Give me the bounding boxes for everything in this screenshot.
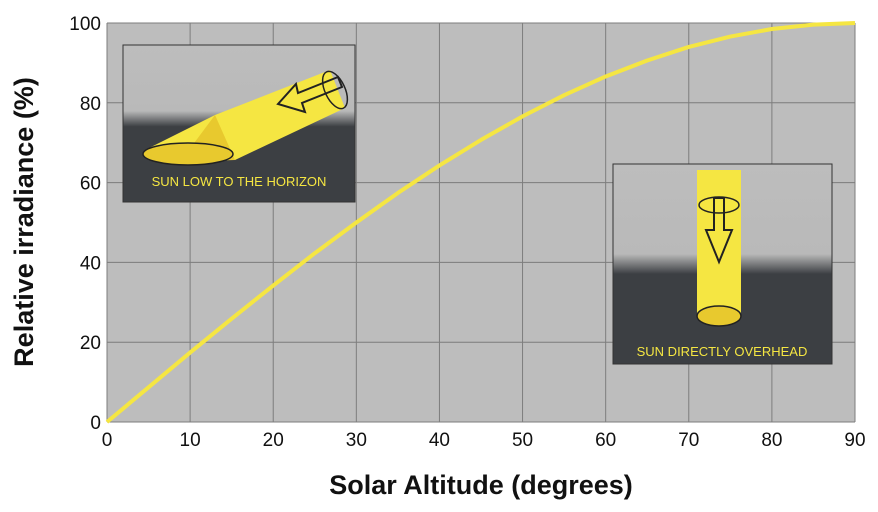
x-tick-label: 0	[102, 430, 113, 451]
x-tick-label: 50	[512, 430, 533, 451]
y-axis-label: Relative irradiance (%)	[9, 77, 39, 367]
x-tick-label: 80	[761, 430, 782, 451]
x-tick-label: 70	[678, 430, 699, 451]
annotation: SUN LOW TO THE HORIZON	[152, 174, 327, 189]
annotation: SUN DIRECTLY OVERHEAD	[637, 344, 808, 359]
chart: SUN LOW TO THE HORIZON SUN DIRECTLY OVER…	[0, 0, 878, 512]
x-tick-label: 60	[595, 430, 616, 451]
inset-low-sun: SUN LOW TO THE HORIZON	[123, 45, 355, 202]
y-tick-label: 60	[80, 174, 101, 195]
x-axis-label: Solar Altitude (degrees)	[329, 470, 633, 500]
y-tick-label: 20	[80, 333, 101, 354]
y-tick-label: 100	[69, 14, 101, 35]
y-tick-label: 0	[90, 413, 101, 434]
x-tick-label: 20	[263, 430, 284, 451]
y-tick-label: 80	[80, 94, 101, 115]
x-tick-label: 10	[180, 430, 201, 451]
x-tick-label: 90	[844, 430, 865, 451]
inset-overhead-sun: SUN DIRECTLY OVERHEAD	[613, 164, 832, 364]
x-tick-label: 40	[429, 430, 450, 451]
y-tick-label: 40	[80, 253, 101, 274]
x-tick-label: 30	[346, 430, 367, 451]
